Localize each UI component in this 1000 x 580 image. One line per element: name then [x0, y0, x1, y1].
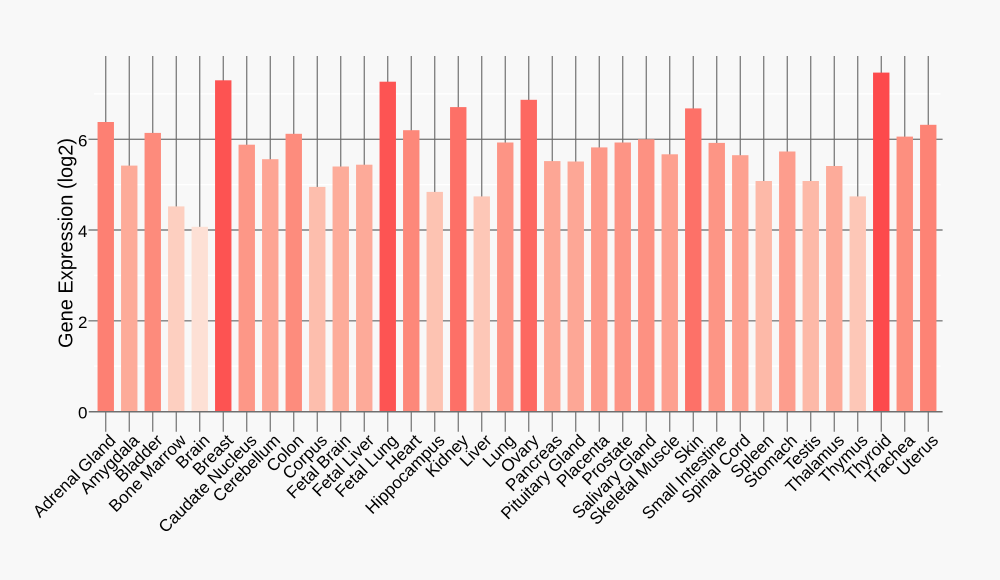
svg-text:0: 0	[78, 404, 87, 423]
svg-text:Gene Expression (log2): Gene Expression (log2)	[55, 138, 77, 348]
svg-text:6: 6	[78, 131, 87, 150]
svg-text:4: 4	[78, 222, 87, 241]
svg-text:2: 2	[78, 313, 87, 332]
